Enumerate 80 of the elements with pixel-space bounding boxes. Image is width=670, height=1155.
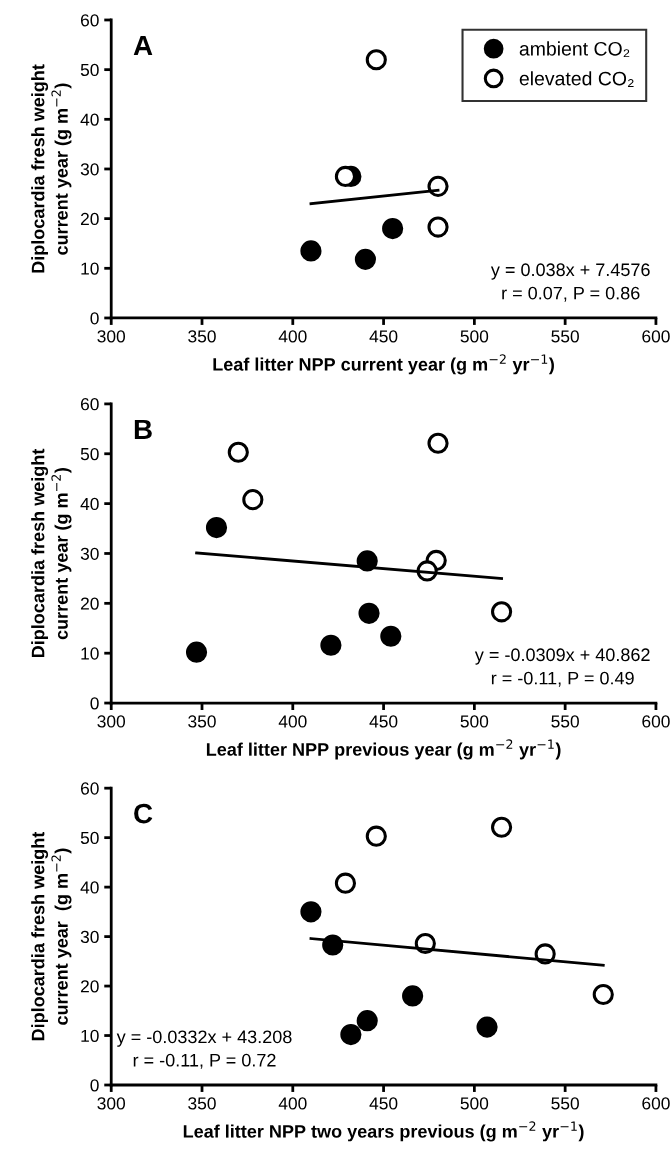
annotation: y = -0.0309x + 40.862 r = -0.11, P = 0.49 xyxy=(474,648,650,687)
chart-title: C xyxy=(134,803,153,824)
x-tick-label: 550 xyxy=(551,330,579,343)
point xyxy=(382,217,404,240)
point xyxy=(476,1016,498,1038)
chart-title: B xyxy=(134,419,152,439)
y-tick-label: 50 xyxy=(80,63,99,77)
x-tick-label: 350 xyxy=(188,1097,216,1110)
x-tick-label: 300 xyxy=(97,715,126,728)
y-tick-label: 30 xyxy=(80,163,99,176)
point xyxy=(300,240,322,262)
point xyxy=(491,816,513,838)
point xyxy=(185,641,208,663)
x-axis-title: Leaf litter NPP previous year (g m$^{−2}$ yr$^{−1}$) xyxy=(206,739,561,760)
x-tick-label: 350 xyxy=(188,330,216,343)
y-tick-label: 10 xyxy=(81,262,99,275)
y-tick-label: 10 xyxy=(81,647,99,660)
point xyxy=(354,248,376,270)
y-tick-label: 0 xyxy=(90,697,99,710)
point xyxy=(356,1010,378,1032)
point xyxy=(592,983,614,1006)
x-axis-title: Leaf litter NPP current year (g m$^{−2}$ yr$^{−1}$) xyxy=(213,354,554,375)
annotation: y = 0.038x + 7.4576 r = 0.07, P = 0.86 xyxy=(490,263,650,302)
x-tick-label: 550 xyxy=(551,715,579,728)
y-tick-label: 50 xyxy=(80,831,99,845)
point xyxy=(491,601,513,623)
y-tick-label: 60 xyxy=(80,14,99,27)
point xyxy=(427,216,449,238)
y-axis-title: Diplocardia fresh weight current year (g m$^{−2}$) xyxy=(31,64,72,273)
point xyxy=(242,489,264,511)
y-axis-title: Diplocardia fresh weight current year (g m$^{−2}$) xyxy=(31,831,72,1041)
y-tick-label: 30 xyxy=(80,547,99,560)
y-tick-label: 20 xyxy=(80,980,99,993)
x-tick-label: 600 xyxy=(642,1097,670,1110)
x-tick-label: 400 xyxy=(278,1097,307,1110)
y-tick-label: 0 xyxy=(90,1079,99,1092)
x-tick-label: 600 xyxy=(642,715,670,728)
x-tick-label: 350 xyxy=(188,715,216,728)
point xyxy=(427,432,449,454)
y-tick-label: 40 xyxy=(80,881,99,894)
y-tick-label: 30 xyxy=(80,930,99,944)
y-axis-title: Diplocardia fresh weight current year (g m$^{−2}$) xyxy=(31,448,72,658)
x-tick-label: 400 xyxy=(278,715,307,728)
legend-label: ambient CO₂ xyxy=(519,41,630,58)
y-tick-label: 50 xyxy=(80,447,99,461)
point xyxy=(358,602,380,624)
point xyxy=(402,985,424,1007)
x-axis-title: Leaf litter NPP two years previous (g m$^{−2}$ yr$^{−1}$) xyxy=(183,1121,584,1142)
point xyxy=(205,516,228,539)
chart-title: A xyxy=(133,35,153,56)
point xyxy=(300,901,322,923)
x-tick-label: 550 xyxy=(551,1097,579,1110)
x-tick-label: 300 xyxy=(97,330,126,343)
y-tick-label: 20 xyxy=(80,597,99,610)
x-tick-label: 500 xyxy=(460,330,489,343)
y-tick-label: 40 xyxy=(80,113,99,126)
y-tick-label: 40 xyxy=(80,497,99,511)
point xyxy=(320,634,342,656)
x-tick-label: 450 xyxy=(369,1097,398,1110)
point xyxy=(365,825,387,847)
y-tick-label: 60 xyxy=(80,398,99,411)
y-tick-label: 20 xyxy=(80,212,99,226)
x-tick-label: 600 xyxy=(642,330,670,343)
y-tick-label: 60 xyxy=(80,782,99,795)
point xyxy=(340,1023,362,1046)
x-tick-label: 500 xyxy=(460,715,489,728)
x-tick-label: 400 xyxy=(278,330,307,343)
x-tick-label: 300 xyxy=(97,1097,126,1110)
x-tick-label: 500 xyxy=(460,1097,489,1110)
point xyxy=(334,872,357,894)
point xyxy=(427,175,449,197)
point xyxy=(227,441,249,463)
y-tick-label: 0 xyxy=(90,312,99,325)
point xyxy=(365,49,387,71)
x-tick-label: 450 xyxy=(369,330,398,343)
point xyxy=(380,625,402,647)
legend-label: elevated CO₂ xyxy=(519,71,634,87)
annotation: y = -0.0332x + 43.208 r = -0.11, P = 0.72 xyxy=(116,1030,292,1069)
y-tick-label: 10 xyxy=(81,1029,99,1042)
x-tick-label: 450 xyxy=(369,715,398,728)
